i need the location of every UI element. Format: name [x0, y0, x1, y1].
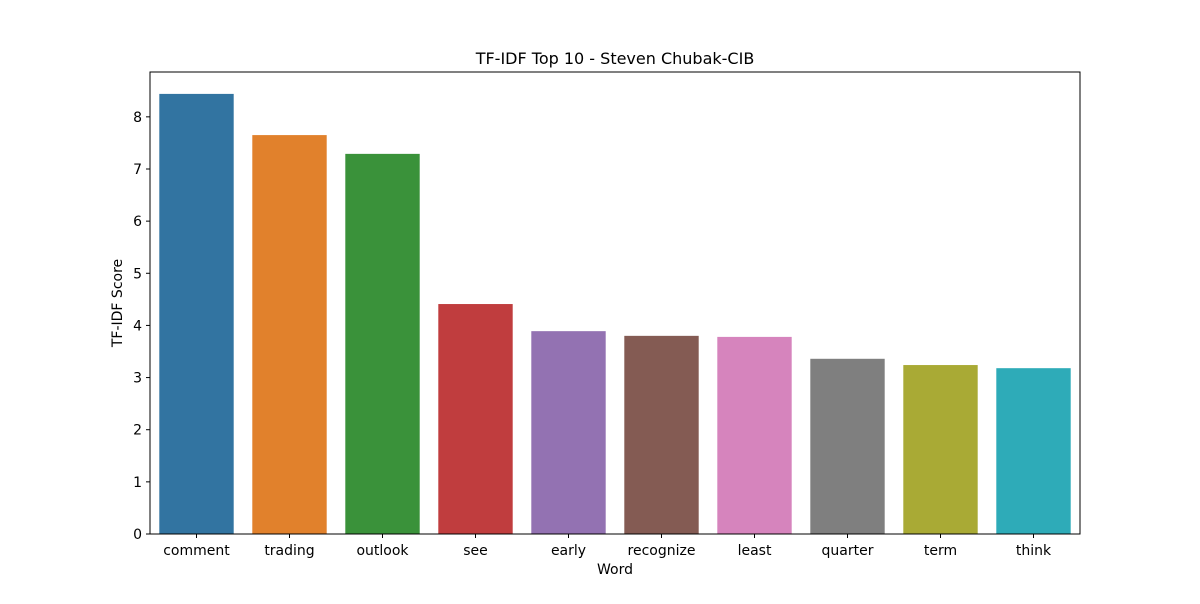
y-axis-label: TF-IDF Score — [110, 259, 126, 348]
y-tick-label: 2 — [133, 423, 142, 439]
bar-recognize — [624, 335, 699, 534]
x-tick-label: early — [551, 543, 586, 559]
y-tick-label: 1 — [133, 475, 142, 491]
x-tick-label: quarter — [822, 543, 874, 559]
bars-layer — [159, 93, 1071, 535]
x-tick-label: recognize — [628, 543, 696, 559]
x-axis-ticks: comment trading outlook see early recognize le… — [163, 534, 1052, 559]
bar-see — [438, 304, 513, 534]
bar-quarter — [810, 358, 885, 534]
y-tick-label: 7 — [133, 162, 142, 178]
x-tick-label: think — [1016, 543, 1052, 559]
x-tick-label: least — [738, 543, 772, 559]
x-tick-label: term — [924, 543, 957, 559]
chart-title: TF-IDF Top 10 - Steven Chubak-CIB — [475, 49, 755, 68]
bar-least — [717, 336, 792, 534]
x-tick-label: trading — [264, 543, 314, 559]
x-axis-label: Word — [597, 562, 633, 578]
y-tick-label: 6 — [133, 214, 142, 230]
x-tick-label: outlook — [356, 543, 409, 559]
bar-early — [531, 331, 606, 534]
y-tick-label: 0 — [133, 527, 142, 543]
y-tick-label: 8 — [133, 110, 142, 126]
y-tick-label: 4 — [133, 318, 142, 334]
x-tick-label: comment — [163, 543, 230, 559]
x-tick-label: see — [463, 543, 488, 559]
y-axis-ticks: 0 1 2 3 4 5 6 7 8 — [133, 110, 150, 543]
plot-frame — [149, 71, 1081, 535]
bar-term — [903, 365, 978, 534]
bar-outlook — [345, 153, 420, 534]
y-tick-label: 5 — [133, 266, 142, 282]
bar-trading — [252, 135, 327, 534]
y-tick-label: 3 — [133, 371, 142, 387]
bar-think — [996, 368, 1071, 534]
bar-comment — [159, 93, 234, 535]
